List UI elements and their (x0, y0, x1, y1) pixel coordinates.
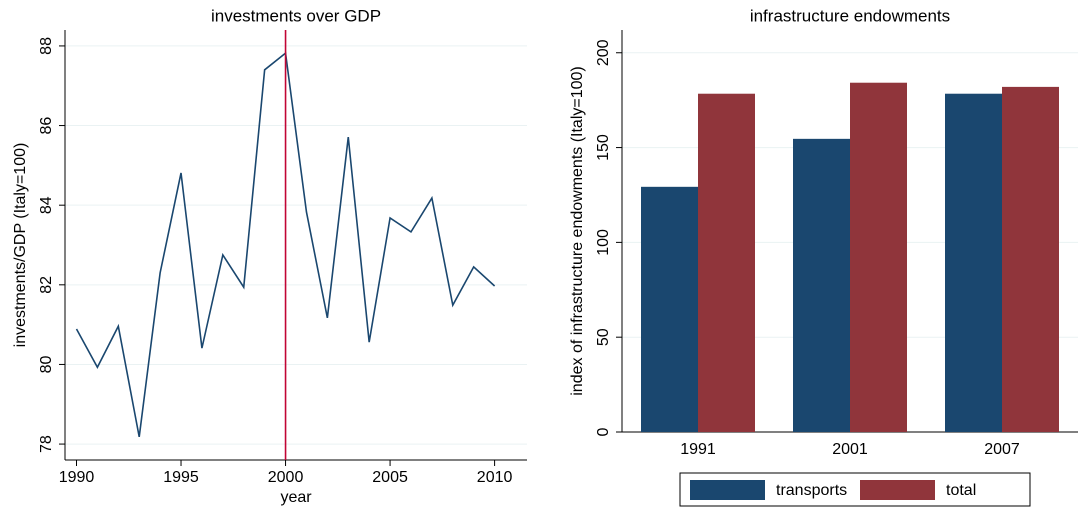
x-tick-label: 2005 (372, 469, 408, 486)
x-tick-label: 1990 (59, 469, 95, 486)
legend-label: total (946, 482, 976, 499)
bar (1002, 86, 1059, 433)
chart-title: investments over GDP (211, 6, 381, 25)
legend-swatch (860, 480, 935, 500)
y-tick-label: 80 (38, 355, 55, 373)
y-tick-label: 88 (38, 37, 55, 55)
y-tick-label: 200 (595, 39, 612, 66)
legend-swatch (690, 480, 765, 500)
x-tick-label: 1991 (680, 441, 716, 458)
y-tick-label: 82 (38, 276, 55, 294)
bar (793, 138, 850, 433)
x-tick-label: 2001 (832, 441, 868, 458)
y-tick-label: 86 (38, 117, 55, 135)
bar (641, 186, 698, 432)
y-axis-label: investments/GDP (Italy=100) (12, 143, 29, 348)
y-tick-label: 0 (595, 427, 612, 436)
bar (945, 93, 1002, 433)
x-tick-label: 2000 (268, 469, 304, 486)
x-tick-label: 1995 (163, 469, 199, 486)
y-tick-label: 84 (38, 196, 55, 214)
x-tick-label: 2007 (984, 441, 1020, 458)
y-tick-label: 100 (595, 229, 612, 256)
bar (698, 93, 755, 433)
y-tick-label: 50 (595, 328, 612, 346)
y-tick-label: 78 (38, 435, 55, 453)
x-tick-label: 2010 (477, 469, 513, 486)
y-axis-label: index of infrastructure endowments (Ital… (569, 66, 586, 396)
legend-label: transports (776, 482, 847, 499)
x-axis-label: year (280, 489, 312, 506)
bar (850, 82, 907, 433)
y-tick-label: 150 (595, 134, 612, 161)
chart-title: infrastructure endowments (750, 6, 950, 25)
